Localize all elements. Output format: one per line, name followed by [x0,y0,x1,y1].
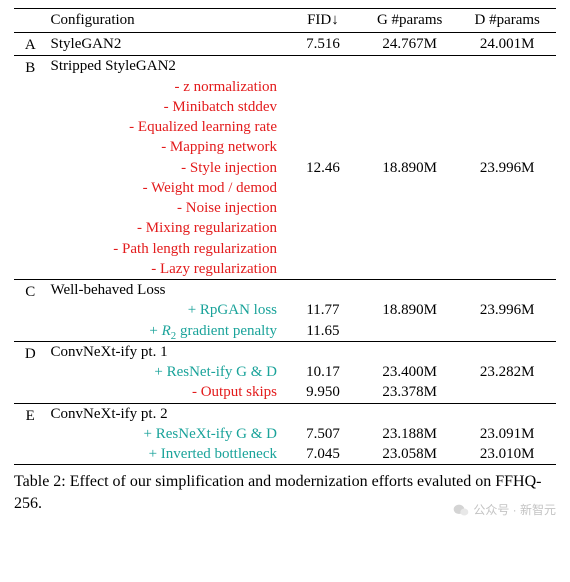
cell-d: 24.001M [458,33,556,56]
sub-item: + Inverted bottleneck [47,444,285,465]
sub-item: - Mapping network [47,137,285,157]
cell-fid: 10.17 [285,362,361,382]
sub-item: - Lazy regularization [47,259,285,280]
row-key: D [14,341,47,403]
row-key: E [14,403,47,465]
cell-fid: 12.46 [285,56,361,280]
sub-item: + RpGAN loss [47,300,285,320]
row-B-head: B Stripped StyleGAN2 12.46 18.890M 23.99… [14,56,556,77]
table-header-row: Configuration FID↓ G #params D #params [14,9,556,33]
cell-d: 23.282M [458,341,556,403]
row-E-sub2: + Inverted bottleneck 7.045 23.058M 23.0… [14,444,556,465]
col-header-fid: FID↓ [285,9,361,33]
cell-g: 23.188M [361,424,459,444]
sub-item: + R2 gradient penalty [47,321,285,342]
cell-d: 23.091M [458,424,556,444]
cell-g: 23.058M [361,444,459,465]
row-label: StyleGAN2 [47,33,285,56]
cell-d: 23.996M [458,56,556,280]
sub-item: - Noise injection [47,198,285,218]
sub-item: + ResNet-ify G & D [47,362,285,382]
wechat-icon [453,503,469,517]
row-key: C [14,280,47,342]
col-header-d: D #params [458,9,556,33]
sub-item: - Equalized learning rate [47,117,285,137]
cell-g: 24.767M [361,33,459,56]
row-label: ConvNeXt-ify pt. 2 [47,403,285,424]
sub-item: - Style injection [47,158,285,178]
watermark-text: 公众号 · 新智元 [473,501,556,518]
row-A: A StyleGAN2 7.516 24.767M 24.001M [14,33,556,56]
cell-g: 23.378M [361,382,459,403]
text: gradient penalty [176,323,277,339]
row-label: Stripped StyleGAN2 [47,56,285,77]
cell-fid: 7.516 [285,33,361,56]
col-header-key [14,9,47,33]
sub-item: - Weight mod / demod [47,178,285,198]
row-D-head: D ConvNeXt-ify pt. 1 23.282M [14,341,556,362]
results-table: Configuration FID↓ G #params D #params A… [14,8,556,465]
sub-item: - Path length regularization [47,239,285,259]
row-key: B [14,56,47,280]
cell-d: 23.010M [458,444,556,465]
sub-item: + ResNeXt-ify G & D [47,424,285,444]
col-header-g: G #params [361,9,459,33]
watermark: 公众号 · 新智元 [453,501,556,518]
cell-d: 23.996M [458,280,556,342]
cell-fid: 9.950 [285,382,361,403]
row-E-head: E ConvNeXt-ify pt. 2 [14,403,556,424]
cell-g: 23.400M [361,362,459,382]
sub-item: - z normalization [47,77,285,97]
cell-g: 18.890M [361,280,459,342]
cell-fid: 7.045 [285,444,361,465]
col-header-config: Configuration [47,9,285,33]
sub-item: - Minibatch stddev [47,97,285,117]
text: + [149,323,161,339]
cell-fid: 11.65 [285,321,361,342]
cell-fid: 7.507 [285,424,361,444]
var-R: R [162,323,171,339]
row-E-sub1: + ResNeXt-ify G & D 7.507 23.188M 23.091… [14,424,556,444]
cell-g: 18.890M [361,56,459,280]
row-C-head: C Well-behaved Loss 18.890M 23.996M [14,280,556,301]
row-label: ConvNeXt-ify pt. 1 [47,341,285,362]
cell-fid: 11.77 [285,300,361,320]
sub-item: - Mixing regularization [47,218,285,238]
sub-item: - Output skips [47,382,285,403]
row-label: Well-behaved Loss [47,280,285,301]
row-key: A [14,33,47,56]
